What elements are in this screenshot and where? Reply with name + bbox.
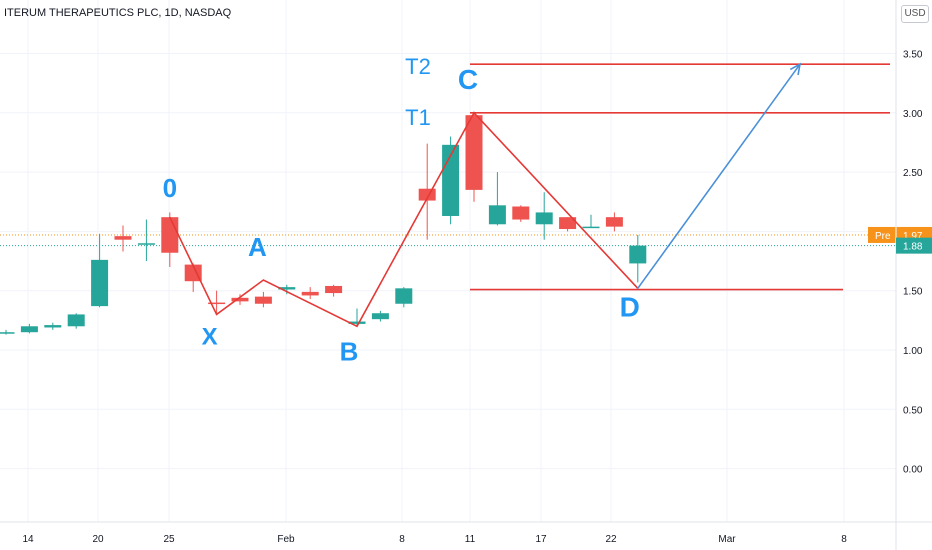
x-tick-label: 20	[92, 534, 104, 545]
candles	[0, 111, 647, 335]
candle-body	[418, 188, 436, 201]
level-label-t2: T2	[405, 54, 431, 79]
pattern-label-d: D	[620, 291, 640, 322]
candle-body	[395, 288, 413, 304]
x-tick-label: 14	[22, 534, 34, 545]
candle-body	[278, 287, 296, 290]
pattern-label-b: B	[340, 336, 359, 366]
candle-body	[559, 217, 577, 230]
candle-body	[371, 313, 389, 320]
candle-body	[0, 332, 15, 334]
candle-body	[184, 264, 202, 282]
y-tick-label: 3.00	[903, 109, 923, 120]
candle-body	[488, 205, 506, 225]
pattern-label-x: X	[202, 323, 218, 350]
projection-arrow	[637, 63, 801, 289]
candle-body	[91, 259, 109, 307]
y-tick-label: 1.00	[903, 346, 923, 357]
y-tick-label: 0.50	[903, 405, 923, 416]
last-price-badge: 1.88	[896, 237, 932, 254]
candle-body	[325, 285, 343, 294]
pattern-label-a: A	[248, 232, 267, 262]
x-tick-label: 25	[163, 534, 175, 545]
pre-badge-label: Pre	[875, 231, 891, 242]
candle-body	[231, 297, 249, 302]
y-tick-label: 3.50	[903, 50, 923, 61]
candle-body	[161, 217, 179, 253]
level-label-t1: T1	[405, 105, 431, 130]
y-tick-label: 0.00	[903, 465, 923, 476]
x-tick-label: 8	[399, 534, 405, 545]
candle-body	[254, 296, 272, 304]
candle-body	[20, 326, 38, 333]
x-tick-label: 11	[465, 534, 476, 545]
pattern-label-0: 0	[163, 173, 177, 203]
x-tick-label: 17	[535, 534, 547, 545]
grid	[0, 0, 896, 522]
candle-body	[465, 115, 483, 190]
candle-body	[348, 321, 366, 324]
candle-body	[208, 302, 226, 305]
candle-body	[582, 226, 600, 229]
candle-body	[137, 243, 155, 245]
candle-body	[67, 314, 85, 327]
pattern-label-c: C	[458, 64, 478, 95]
candle-body	[512, 206, 530, 220]
currency-button[interactable]: USD	[901, 5, 929, 23]
x-tick-label: 8	[841, 534, 847, 545]
y-tick-label: 1.50	[903, 287, 923, 298]
pre-badge-value: 1.97	[903, 231, 923, 242]
projection-arrowhead	[789, 62, 802, 76]
chart-title: ITERUM THERAPEUTICS PLC, 1D, NASDAQ	[4, 7, 232, 19]
candle-body	[629, 245, 647, 264]
x-tick-label: Mar	[718, 534, 736, 545]
candle-body	[114, 236, 132, 240]
candle-body	[301, 291, 319, 296]
x-tick-label: 22	[605, 534, 617, 545]
pattern-line	[169, 111, 639, 328]
last-badge-bg	[896, 237, 932, 254]
last-badge-value: 1.88	[903, 242, 923, 253]
y-tick-label: 2.50	[903, 168, 923, 179]
candle-body	[605, 217, 623, 227]
candle-body	[44, 325, 62, 328]
candle-body	[535, 212, 553, 225]
x-tick-label: Feb	[277, 534, 295, 545]
